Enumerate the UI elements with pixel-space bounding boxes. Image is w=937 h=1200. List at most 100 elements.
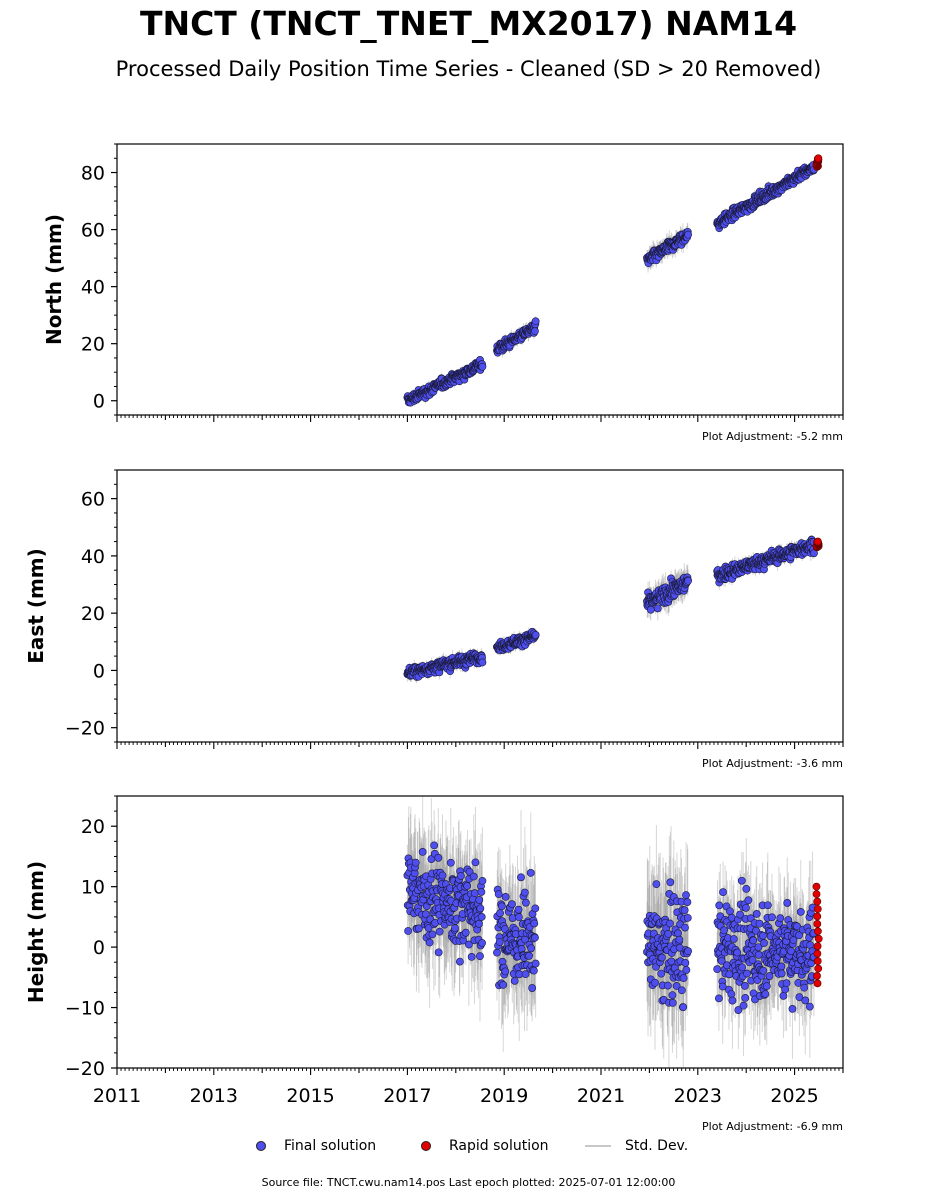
final-point (414, 924, 423, 933)
final-point (680, 906, 689, 915)
final-point (733, 948, 742, 957)
final-point (470, 889, 479, 898)
y-tick-label: 40 (81, 546, 105, 568)
final-point (795, 931, 803, 940)
final-point (494, 890, 503, 899)
final-point (461, 928, 470, 937)
final-point (779, 991, 788, 1000)
final-point (742, 903, 750, 912)
final-point (404, 927, 412, 935)
final-point (515, 913, 523, 922)
rapid-point (813, 905, 822, 913)
final-point (759, 931, 767, 940)
final-point (425, 938, 434, 947)
final-point (418, 848, 427, 856)
final-point (759, 966, 768, 975)
final-point (531, 631, 540, 639)
final-point (476, 952, 484, 961)
final-point (530, 919, 539, 928)
final-point (666, 878, 675, 887)
rapid-point (812, 890, 821, 899)
final-point (514, 905, 523, 914)
y-tick-label: 0 (93, 391, 105, 413)
final-point (765, 972, 774, 980)
y-axis-label: North (mm) (42, 214, 66, 345)
final-point (800, 983, 809, 992)
final-point (787, 947, 795, 956)
final-point (471, 858, 480, 867)
rapid-point (814, 537, 822, 546)
rapid-point (814, 934, 823, 943)
final-point (438, 871, 447, 880)
plot-adjustment-note: Plot Adjustment: -3.6 mm (702, 757, 843, 770)
rapid-point (813, 912, 822, 921)
final-point (755, 919, 764, 928)
final-point (801, 996, 810, 1005)
final-point (646, 605, 655, 614)
final-point (525, 951, 533, 960)
axes-frame (116, 469, 844, 743)
final-point (718, 982, 727, 991)
final-point (434, 948, 443, 957)
final-point (744, 896, 753, 905)
final-point (754, 943, 763, 952)
final-point (510, 976, 519, 985)
final-point (788, 1005, 797, 1013)
final-point (777, 969, 786, 978)
final-point (749, 936, 758, 945)
final-point (679, 1003, 688, 1012)
final-point (463, 882, 472, 890)
rapid-point (813, 972, 821, 980)
final-point (421, 910, 430, 919)
final-point (805, 1002, 814, 1011)
final-point (681, 923, 689, 932)
final-point (684, 947, 693, 956)
y-tick-label: 40 (81, 277, 105, 299)
rapid-point (813, 897, 822, 906)
final-point (761, 990, 770, 998)
final-point (495, 938, 504, 946)
final-point (527, 944, 536, 953)
final-point (531, 933, 539, 942)
final-point (653, 604, 662, 613)
final-point (682, 891, 690, 900)
y-tick-label: 10 (81, 877, 105, 899)
final-point (467, 953, 476, 961)
final-point (748, 956, 757, 964)
plot-area (403, 796, 823, 1068)
rapid-point (814, 964, 823, 973)
final-point (478, 876, 487, 885)
final-point (496, 909, 504, 918)
rapid-point (812, 882, 821, 891)
final-point (464, 940, 473, 949)
final-point (776, 914, 785, 923)
final-point (430, 841, 439, 850)
final-point (520, 888, 529, 897)
y-tick-label: 60 (81, 220, 105, 242)
final-point (728, 996, 737, 1005)
final-point (477, 888, 486, 896)
final-point (517, 873, 525, 882)
rapid-point (813, 927, 822, 936)
final-point (793, 922, 801, 931)
final-point (478, 658, 487, 667)
rapid-point (813, 979, 822, 988)
final-point (508, 900, 516, 909)
final-point (477, 913, 486, 921)
final-point (658, 953, 666, 962)
y-tick-label: 20 (81, 603, 105, 625)
final-point (738, 963, 747, 972)
final-point (664, 929, 673, 938)
final-point (411, 858, 420, 867)
y-tick-label: −10 (65, 998, 105, 1020)
final-point (521, 898, 530, 907)
final-point (743, 969, 751, 978)
final-point (742, 884, 751, 893)
final-point (714, 994, 723, 1003)
final-point (469, 872, 478, 881)
final-point (754, 950, 763, 959)
final-point (528, 984, 537, 992)
final-point (667, 957, 676, 966)
panel-2: −20 0 20 40 60 East (mm) Plot Adjustment: -3.6… (24, 469, 844, 770)
final-point (681, 959, 690, 967)
